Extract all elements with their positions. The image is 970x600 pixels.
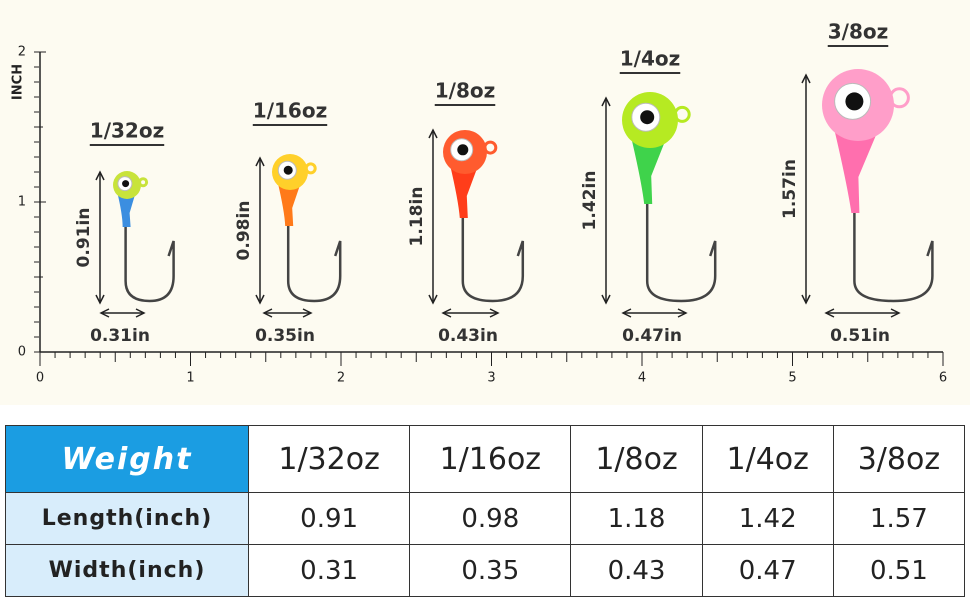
ruler-y-label: 2	[18, 45, 26, 60]
width-label: 0.35in	[255, 326, 315, 346]
row-header: Width(inch)	[5, 544, 249, 597]
length-label: 1.57in	[780, 159, 800, 219]
table-cell: 1.18	[570, 492, 703, 545]
row-header: Length(inch)	[5, 492, 249, 545]
jig-pupil	[845, 92, 864, 111]
arrow-head	[824, 308, 901, 318]
table-cell: 1.42	[701, 492, 834, 545]
jig-body	[832, 123, 880, 213]
jig: 0.91in 0.31in 1/32oz	[74, 119, 175, 346]
ruler-x-label: 6	[939, 371, 947, 386]
spec-table: Weight 1/32oz 1/16oz 1/8oz 1/4oz 3/8oz Length(…	[5, 425, 966, 597]
ruler-x-label: 0	[36, 371, 44, 386]
width-label: 0.47in	[622, 326, 682, 346]
weight-label: 1/16oz	[253, 99, 327, 123]
width-label: 0.51in	[830, 326, 890, 346]
length-label: 0.98in	[234, 201, 254, 261]
ruler-unit: INCH	[11, 64, 26, 100]
ruler-y-label: 0	[18, 345, 26, 360]
arrow-head	[428, 128, 438, 305]
arrow-head	[801, 73, 811, 305]
ruler-x-label: 3	[487, 371, 495, 386]
width-label: 0.31in	[90, 326, 150, 346]
weight-label: 1/4oz	[620, 47, 681, 71]
table-row: Width(inch) 0.31 0.35 0.43 0.47 0.51	[5, 544, 966, 597]
ruler-x-label: 5	[788, 371, 796, 386]
ruler-x-label: 4	[638, 371, 646, 386]
table-cell: 0.43	[570, 544, 703, 597]
jig-pupil	[640, 110, 655, 125]
row-header: Weight	[5, 425, 249, 493]
table-cell: 0.47	[701, 544, 834, 597]
arrow-head	[601, 96, 611, 305]
table-cell: 0.51	[832, 544, 966, 597]
hook	[124, 185, 175, 303]
table-cell: 1.57	[832, 492, 966, 545]
table-row: Length(inch) 0.91 0.98 1.18 1.42 1.57	[5, 492, 966, 545]
jig-pupil	[283, 165, 293, 175]
jig: 1.57in 0.51in 3/8oz	[780, 20, 934, 346]
hook	[461, 152, 525, 303]
table-cell: 0.35	[409, 544, 572, 597]
length-label: 1.42in	[580, 171, 600, 231]
arrow-head	[621, 308, 688, 318]
jig-body	[630, 134, 667, 204]
weight-label: 3/8oz	[828, 20, 889, 44]
table-row: Weight 1/32oz 1/16oz 1/8oz 1/4oz 3/8oz	[5, 425, 966, 493]
jig: 1.42in 0.47in 1/4oz	[580, 47, 717, 346]
jig-body	[449, 163, 479, 218]
table-cell: 0.98	[409, 492, 572, 545]
arrow-head	[255, 156, 265, 305]
weight-label: 1/8oz	[435, 79, 496, 103]
jig-body	[277, 181, 301, 226]
jig-body	[117, 192, 136, 227]
table-cell: 3/8oz	[832, 425, 966, 493]
length-label: 0.91in	[74, 208, 94, 268]
jig-pupil	[122, 180, 130, 188]
length-label: 1.18in	[407, 187, 427, 247]
table-cell: 1/4oz	[701, 425, 834, 493]
ruler-y-label: 1	[18, 195, 26, 210]
table-cell: 0.31	[247, 544, 411, 597]
arrow-head	[262, 308, 313, 318]
ruler-x-label: 1	[186, 371, 194, 386]
size-chart-image: INCH 0 1 2 3 4 5 60120.91in0.31in1/32oz0.98in0…	[0, 0, 970, 405]
table-cell: 1/16oz	[409, 425, 572, 493]
arrow-head	[95, 170, 105, 305]
weight-label: 1/32oz	[90, 119, 164, 143]
jig: 1.18in 0.43in 1/8oz	[407, 79, 525, 346]
background	[0, 0, 970, 405]
table-cell: 0.91	[247, 492, 411, 545]
ruler-x-label: 2	[337, 371, 345, 386]
hook	[853, 105, 934, 303]
arrow-head	[99, 308, 146, 318]
width-label: 0.43in	[438, 326, 498, 346]
hook	[286, 172, 342, 303]
table-cell: 1/32oz	[247, 425, 411, 493]
arrow-head	[441, 308, 500, 318]
jig-pupil	[457, 144, 469, 156]
table-cell: 1/8oz	[570, 425, 703, 493]
jig: 0.98in 0.35in 1/16oz	[234, 99, 342, 346]
hook	[645, 120, 717, 303]
